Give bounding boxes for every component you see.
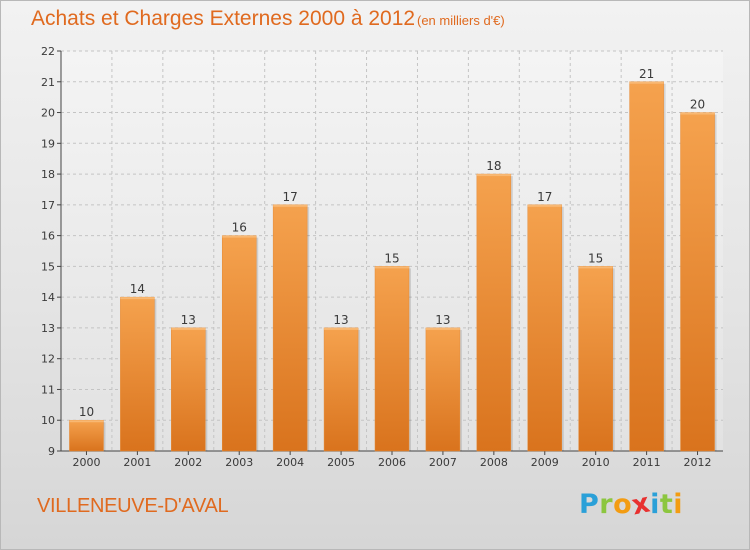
bar-2008 [476, 173, 512, 452]
x-tick-label-2001: 2001 [123, 456, 151, 469]
bar-highlight [629, 81, 664, 84]
data-label-2006: 15 [384, 251, 399, 265]
x-tick-label-2009: 2009 [531, 456, 559, 469]
bars [69, 81, 717, 452]
data-labels: 10 14 13 16 17 13 15 13 18 17 15 21 20 [79, 67, 705, 419]
x-tick-label-2006: 2006 [378, 456, 406, 469]
bar-2002 [171, 327, 206, 452]
data-label-2002: 13 [181, 313, 196, 327]
bar-highlight [527, 204, 562, 207]
bar-highlight [375, 266, 409, 269]
y-tick-label: 19 [41, 137, 55, 150]
y-tick-label: 12 [41, 353, 55, 366]
commune-name: VILLENEUVE-D'AVAL [37, 495, 229, 517]
bar-2005 [323, 327, 359, 452]
bar-2004 [272, 204, 308, 452]
bar-2009 [527, 204, 563, 452]
bar-2003 [221, 235, 257, 452]
x-tick-label-2000: 2000 [72, 456, 100, 469]
y-tick-label: 15 [41, 260, 55, 273]
y-tick-label: 22 [41, 45, 55, 58]
data-label-2009: 17 [537, 190, 552, 204]
logo-letter: i [673, 489, 684, 520]
proxiti-logo[interactable]: Proxiti [579, 487, 684, 521]
y-tick-label: 9 [48, 445, 55, 458]
data-label-2011: 21 [639, 67, 654, 81]
logo-letter: t [659, 489, 674, 520]
y-tick-label: 20 [41, 107, 55, 120]
y-tick-label: 18 [41, 168, 55, 181]
bar-highlight [425, 327, 460, 330]
x-tick-label-2012: 2012 [684, 456, 712, 469]
logo-letter: r [599, 489, 614, 520]
bar-2000 [69, 419, 104, 452]
data-label-2004: 17 [283, 190, 298, 204]
logo-letter: i [650, 489, 660, 520]
bar-highlight [476, 174, 511, 177]
bar-highlight [222, 235, 257, 238]
bar-2012 [680, 112, 715, 452]
bar-highlight [69, 420, 104, 423]
bar-highlight [171, 327, 206, 330]
bar-2007 [425, 327, 461, 452]
y-tick-label: 16 [41, 230, 55, 243]
x-tick-label-2002: 2002 [174, 456, 202, 469]
chart-title: Achats et Charges Externes 2000 à 2012 [31, 7, 416, 30]
y-tick-label: 13 [41, 322, 55, 335]
data-label-2007: 13 [435, 313, 450, 327]
x-tick-label-2008: 2008 [480, 456, 508, 469]
chart-subtitle: (en milliers d'€) [417, 13, 505, 28]
data-label-2005: 13 [333, 313, 348, 327]
y-tick-label: 21 [41, 76, 55, 89]
bar-2001 [120, 296, 155, 452]
data-label-2008: 18 [486, 159, 501, 173]
y-tick-label: 14 [41, 291, 55, 304]
y-tick-label: 11 [41, 383, 55, 396]
bar-highlight [680, 112, 715, 115]
bar-highlight [273, 204, 308, 207]
data-label-2010: 15 [588, 251, 603, 265]
x-tick-label-2007: 2007 [429, 456, 457, 469]
logo-letter: o [613, 489, 633, 520]
bar-highlight [578, 266, 613, 269]
bar-2006 [374, 266, 410, 452]
y-tick-label: 17 [41, 199, 55, 212]
bar-highlight [120, 297, 155, 300]
bar-2011 [629, 81, 664, 452]
x-tick-label-2010: 2010 [582, 456, 610, 469]
x-tick-label-2003: 2003 [225, 456, 253, 469]
data-label-2000: 10 [79, 405, 94, 419]
y-tick-label: 10 [41, 414, 55, 427]
bar-2010 [578, 266, 613, 452]
x-tick-label-2004: 2004 [276, 456, 304, 469]
data-label-2012: 20 [690, 98, 705, 112]
x-tick-label-2011: 2011 [633, 456, 661, 469]
data-label-2001: 14 [130, 282, 145, 296]
bar-highlight [324, 327, 359, 330]
data-label-2003: 16 [232, 221, 247, 235]
logo-letter: P [579, 489, 600, 520]
x-tick-label-2005: 2005 [327, 456, 355, 469]
